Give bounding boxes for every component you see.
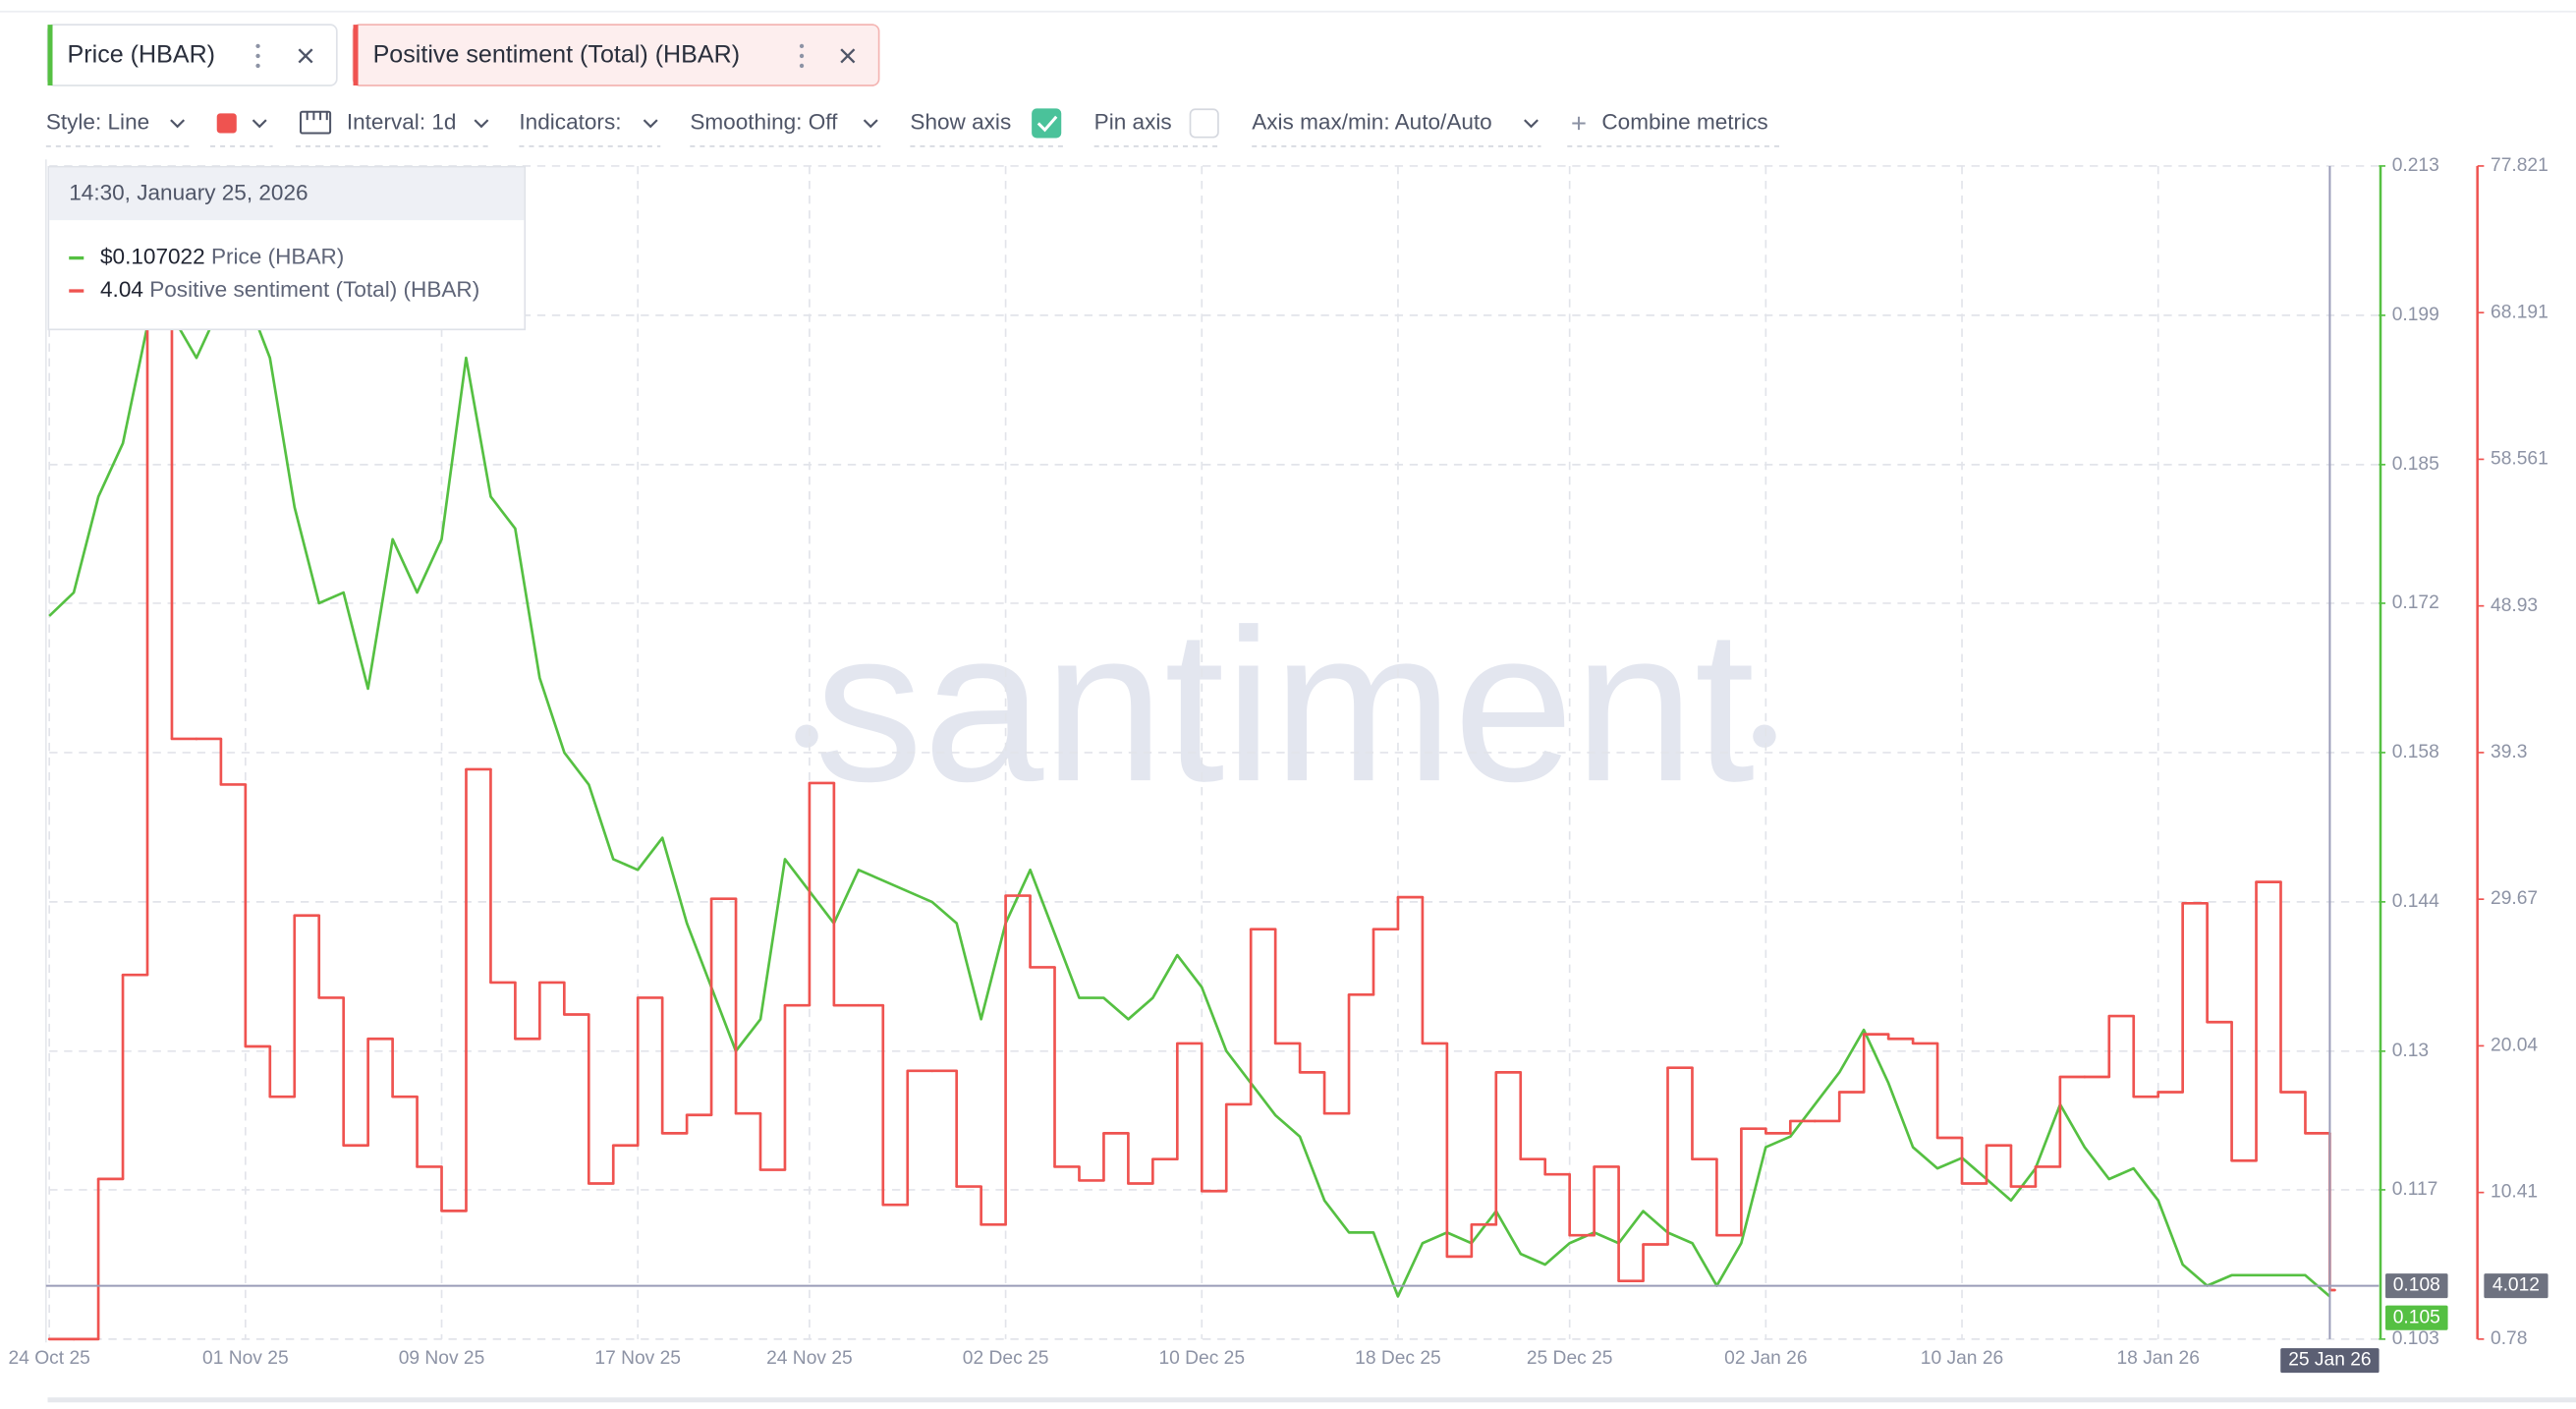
y-tick-label: 0.213 xyxy=(2392,155,2439,176)
y2-tick-label: 0.78 xyxy=(2491,1328,2527,1349)
y-tick-label: 0.185 xyxy=(2392,454,2439,475)
indicators-select[interactable]: Indicators: xyxy=(519,109,621,134)
tooltip-metric: Positive sentiment (Total) (HBAR) xyxy=(149,277,479,302)
show-axis-checkbox[interactable] xyxy=(1032,108,1062,139)
y2-tick-label: 48.93 xyxy=(2491,595,2538,616)
y-tick-label: 0.158 xyxy=(2392,742,2439,762)
icon-part xyxy=(300,110,332,135)
x-tick-label: 25 Dec 25 xyxy=(1527,1348,1613,1369)
x-tick-label: 10 Jan 26 xyxy=(1921,1348,2003,1369)
price-line xyxy=(48,292,2331,1298)
icon-part xyxy=(799,43,805,49)
tooltip-value: 4.04 xyxy=(100,277,143,302)
last-price: 0.105 xyxy=(2393,1307,2440,1327)
chevron[interactable] xyxy=(1524,119,1539,129)
y-tick-label: 0.172 xyxy=(2392,592,2439,613)
tab-label: Positive sentiment (Total) (HBAR) xyxy=(373,41,740,69)
pin-axis-label[interactable]: Pin axis xyxy=(1094,109,1172,134)
x-tick-label: 24 Oct 25 xyxy=(8,1348,89,1369)
smoothing-select[interactable]: Smoothing: Off xyxy=(690,109,838,134)
tab-close-icon[interactable] xyxy=(298,48,313,64)
style-select[interactable]: Style: Line xyxy=(46,109,149,134)
y2-tick-label: 77.821 xyxy=(2491,155,2548,176)
tooltip-date: 14:30, January 25, 2026 xyxy=(69,180,308,204)
tab-close-icon[interactable] xyxy=(840,48,856,64)
tab-color-bar xyxy=(353,25,359,86)
tooltip: 14:30, January 25, 2026 $0.107022 Price … xyxy=(47,165,527,331)
show-axis-label[interactable]: Show axis xyxy=(910,109,1011,134)
y-tick-label: 0.13 xyxy=(2392,1041,2429,1061)
tooltip-row: 4.04 Positive sentiment (Total) (HBAR) xyxy=(100,277,479,302)
plus-icon[interactable] xyxy=(1572,116,1586,131)
combine-metrics-button[interactable]: Combine metrics xyxy=(1601,109,1767,134)
chevron[interactable] xyxy=(252,119,267,129)
x-tick-label: 09 Nov 25 xyxy=(399,1348,485,1369)
last-price-bg xyxy=(2385,1305,2448,1330)
tab-label: Price (HBAR) xyxy=(68,41,215,69)
watermark-text: santiment xyxy=(814,584,1755,826)
y2-tick-label: 29.67 xyxy=(2491,888,2538,909)
y2-tick-label: 10.41 xyxy=(2491,1182,2538,1203)
y-tick-label: 0.199 xyxy=(2392,305,2439,325)
crosshair-sentiment-bg xyxy=(2484,1273,2548,1299)
watermark: santiment xyxy=(795,584,1776,826)
x-tick-label: 18 Dec 25 xyxy=(1355,1348,1441,1369)
plot-area: 24 Oct 25 01 Nov 25 09 Nov 25 17 Nov 25 24 N… xyxy=(8,155,2548,1374)
interval-icon xyxy=(300,110,332,135)
x-tick-label: 18 Jan 26 xyxy=(2116,1348,2199,1369)
tooltip-row: $0.107022 Price (HBAR) xyxy=(100,245,344,269)
x-tick-label: 02 Dec 25 xyxy=(963,1348,1049,1369)
x-tick-label: 01 Nov 25 xyxy=(202,1348,289,1369)
x-tick-label: 10 Dec 25 xyxy=(1158,1348,1245,1369)
color-select[interactable] xyxy=(216,113,237,134)
crosshair-price-bg xyxy=(2385,1273,2448,1299)
interval-select[interactable]: Interval: 1d xyxy=(347,109,457,134)
icon-part xyxy=(255,63,260,69)
axis-range-select[interactable]: Axis max/min: Auto/Auto xyxy=(1252,109,1492,134)
watermark-dot xyxy=(1753,724,1776,748)
check-icon xyxy=(1036,115,1058,133)
tab-color-bar xyxy=(47,25,53,86)
crosshair-sentiment: 4.012 xyxy=(2492,1275,2540,1296)
chevron[interactable] xyxy=(474,119,489,129)
y-tick-label: 0.117 xyxy=(2392,1179,2438,1200)
chevron[interactable] xyxy=(643,119,658,129)
y-tick-label: 0.144 xyxy=(2392,891,2439,912)
toolbar: Style: Line Interval: 1d Indicators: Smo… xyxy=(45,108,1779,147)
tooltip-value: $0.107022 xyxy=(100,245,205,269)
chevron[interactable] xyxy=(863,119,878,129)
pin-axis-checkbox[interactable] xyxy=(1189,108,1219,139)
tab-menu-icon[interactable] xyxy=(799,43,805,69)
tab[interactable]: Positive sentiment (Total) (HBAR) xyxy=(352,24,880,86)
tab[interactable]: Price (HBAR) xyxy=(46,24,338,86)
tab-menu-icon[interactable] xyxy=(255,43,260,69)
icon-part xyxy=(255,53,260,59)
y2-tick-label: 20.04 xyxy=(2491,1035,2538,1055)
chevron[interactable] xyxy=(170,119,186,129)
icon-part xyxy=(255,43,260,49)
x-tick-label: 17 Nov 25 xyxy=(594,1348,681,1369)
crosshair-date: 25 Jan 26 xyxy=(2288,1350,2371,1371)
x-tick-label: 02 Jan 26 xyxy=(1724,1348,1807,1369)
icon-part xyxy=(799,53,805,59)
y2-tick-label: 58.561 xyxy=(2491,448,2548,469)
crosshair-date-bg xyxy=(2280,1348,2380,1374)
y-tick-label: 0.103 xyxy=(2392,1328,2439,1349)
watermark-dot xyxy=(795,724,818,748)
y2-tick-label: 68.191 xyxy=(2491,302,2548,322)
x-tick-label: 24 Nov 25 xyxy=(766,1348,853,1369)
y2-tick-label: 39.3 xyxy=(2491,742,2527,762)
icon-part xyxy=(799,63,805,69)
icon-part xyxy=(306,111,328,121)
tooltip-metric: Price (HBAR) xyxy=(211,245,344,269)
crosshair-price: 0.108 xyxy=(2393,1275,2440,1296)
tooltip-header xyxy=(49,167,525,221)
